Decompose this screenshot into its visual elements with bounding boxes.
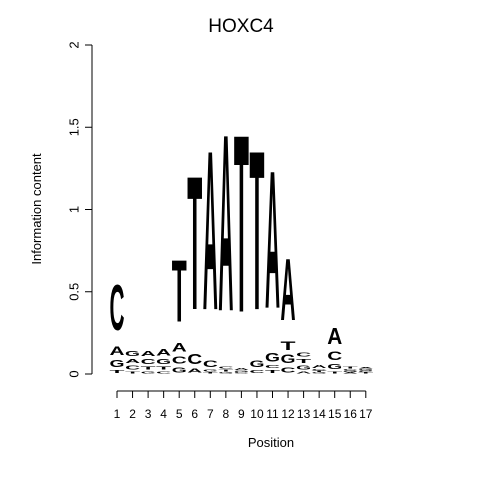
x-tick-label: 16 (344, 407, 358, 421)
logo-letter-g-pos3: G (141, 371, 156, 374)
logo-letter-c-pos6: C (187, 351, 202, 367)
logo-letter-a-pos3: A (141, 350, 156, 358)
x-tick-label: 1 (114, 407, 121, 421)
logo-letter-g-pos2: G (125, 350, 140, 358)
logo-letter-g-pos14: G (312, 372, 327, 374)
logo-letter-a-pos5: A (172, 341, 187, 354)
logo-letter-g-pos1: G (110, 358, 125, 369)
logo-letter-t-pos7: T (203, 372, 219, 374)
logo-letter-c-pos13: C (296, 351, 311, 358)
logo-letter-g-pos7: G (203, 369, 218, 372)
logo-letter-g-pos9: G (234, 371, 249, 373)
x-tick-label: 7 (207, 407, 214, 421)
logo-letter-a-pos8: A (218, 82, 233, 364)
logo-letter-t-pos14: T (312, 371, 328, 373)
x-tick-label: 4 (160, 407, 167, 421)
chart-title: HOXC4 (208, 16, 274, 37)
logo-letter-c-pos3: C (141, 358, 156, 366)
logo-letter-a-pos16: A (343, 372, 359, 374)
logo-letter-t-pos5: T (172, 241, 187, 340)
logo-letter-a-pos9: A (234, 368, 249, 371)
logo-letter-c-pos7: C (203, 360, 219, 369)
logo-letter-g-pos13: G (296, 364, 311, 371)
logo-letter-g-pos8: G (218, 372, 233, 374)
y-axis: 0 0.5 1 1.5 2 (67, 41, 93, 378)
logo-letter-a-pos13: A (296, 371, 311, 374)
x-tick-label: 5 (176, 407, 183, 421)
x-tick-label: 8 (223, 407, 230, 421)
logo-letter-c-pos2: C (125, 364, 140, 371)
logo-letter-g-pos15: G (327, 363, 342, 371)
logo-letter-c-pos1: C (110, 274, 125, 345)
logo-letter-c-pos16: C (343, 369, 359, 371)
logo-letter-g-pos16: G (343, 371, 358, 373)
logo-letter-t-pos3: T (141, 366, 156, 371)
x-tick-label: 3 (145, 407, 152, 421)
logo-letter-c-pos15: C (327, 349, 342, 362)
logo-letter-c-pos9: C (234, 372, 250, 374)
logo-letter-c-pos4: C (156, 371, 171, 374)
logo-letter-g-pos4: G (156, 358, 171, 366)
x-axis: 1 2 3 4 5 6 7 8 9 10 11 12 13 14 15 16 17 (114, 390, 373, 421)
logo-letter-a-pos15: A (327, 323, 342, 349)
x-tick-label: 12 (281, 407, 295, 421)
logo-letter-c-pos17: C (358, 371, 374, 373)
logo-letter-t-pos9: T (234, 83, 249, 366)
y-tick-label: 0.5 (67, 283, 82, 301)
x-tick-label: 2 (129, 407, 136, 421)
x-tick-label: 17 (359, 407, 373, 421)
logo-letter-t-pos17: T (358, 372, 374, 374)
logo-letter-g-pos17: G (358, 369, 373, 371)
logo-letter-g-pos10: G (249, 359, 264, 369)
x-tick-label: 14 (312, 407, 326, 421)
logo-letter-t-pos8: T (218, 369, 233, 372)
logo-letter-g-pos12: G (281, 354, 296, 367)
logo-letters: TGACTCAGGTCACTGAGCATACTTGCAGTCACGATCGTTC… (109, 82, 373, 375)
x-tick-label: 13 (297, 407, 311, 421)
logo-letter-c-pos12: C (281, 366, 296, 374)
logo-letter-t-pos16: T (343, 366, 358, 369)
logo-letter-a-pos17: A (358, 368, 374, 370)
logo-letter-a-pos12: A (281, 240, 296, 339)
logo-letter-a-pos11: A (265, 129, 280, 350)
x-axis-label: Position (248, 435, 294, 450)
y-axis-label: Information content (29, 153, 44, 265)
logo-letter-t-pos2: T (125, 371, 140, 374)
x-tick-label: 11 (266, 407, 279, 421)
logo-letter-g-pos11: G (265, 352, 280, 365)
x-tick-label: 6 (191, 407, 198, 421)
x-tick-label: 9 (238, 407, 245, 421)
y-tick-label: 1.5 (67, 118, 82, 136)
logo-letter-c-pos10: C (249, 369, 264, 374)
logo-letter-a-pos4: A (156, 348, 172, 357)
logo-letter-t-pos11: T (265, 369, 280, 374)
logo-letter-t-pos15: T (327, 371, 342, 374)
logo-letter-a-pos14: A (312, 364, 327, 369)
logo-letter-c-pos14: C (312, 369, 328, 371)
y-tick-label: 2 (67, 41, 82, 48)
x-tick-label: 15 (328, 407, 342, 421)
y-tick-label: 1 (67, 206, 82, 213)
logo-letter-c-pos5: C (172, 355, 187, 366)
logo-letter-a-pos6: A (187, 368, 202, 375)
logo-letter-a-pos1: A (109, 345, 124, 358)
logo-letter-g-pos5: G (172, 366, 187, 374)
logo-letter-c-pos8: C (218, 366, 233, 369)
logo-letter-t-pos6: T (187, 136, 202, 349)
x-tick-label: 10 (250, 407, 264, 421)
logo-letter-t-pos10: T (249, 104, 264, 358)
y-tick-label: 0 (67, 370, 82, 377)
logo-letter-c-pos11: C (265, 364, 280, 369)
logo-letter-a-pos2: A (125, 358, 140, 365)
logo-letter-a-pos7: A (203, 105, 218, 359)
logo-letter-t-pos12: T (281, 340, 296, 353)
logo-letter-t-pos13: T (296, 358, 311, 365)
logo-letter-t-pos4: T (156, 366, 171, 371)
logo-letter-t-pos1: T (109, 369, 124, 374)
